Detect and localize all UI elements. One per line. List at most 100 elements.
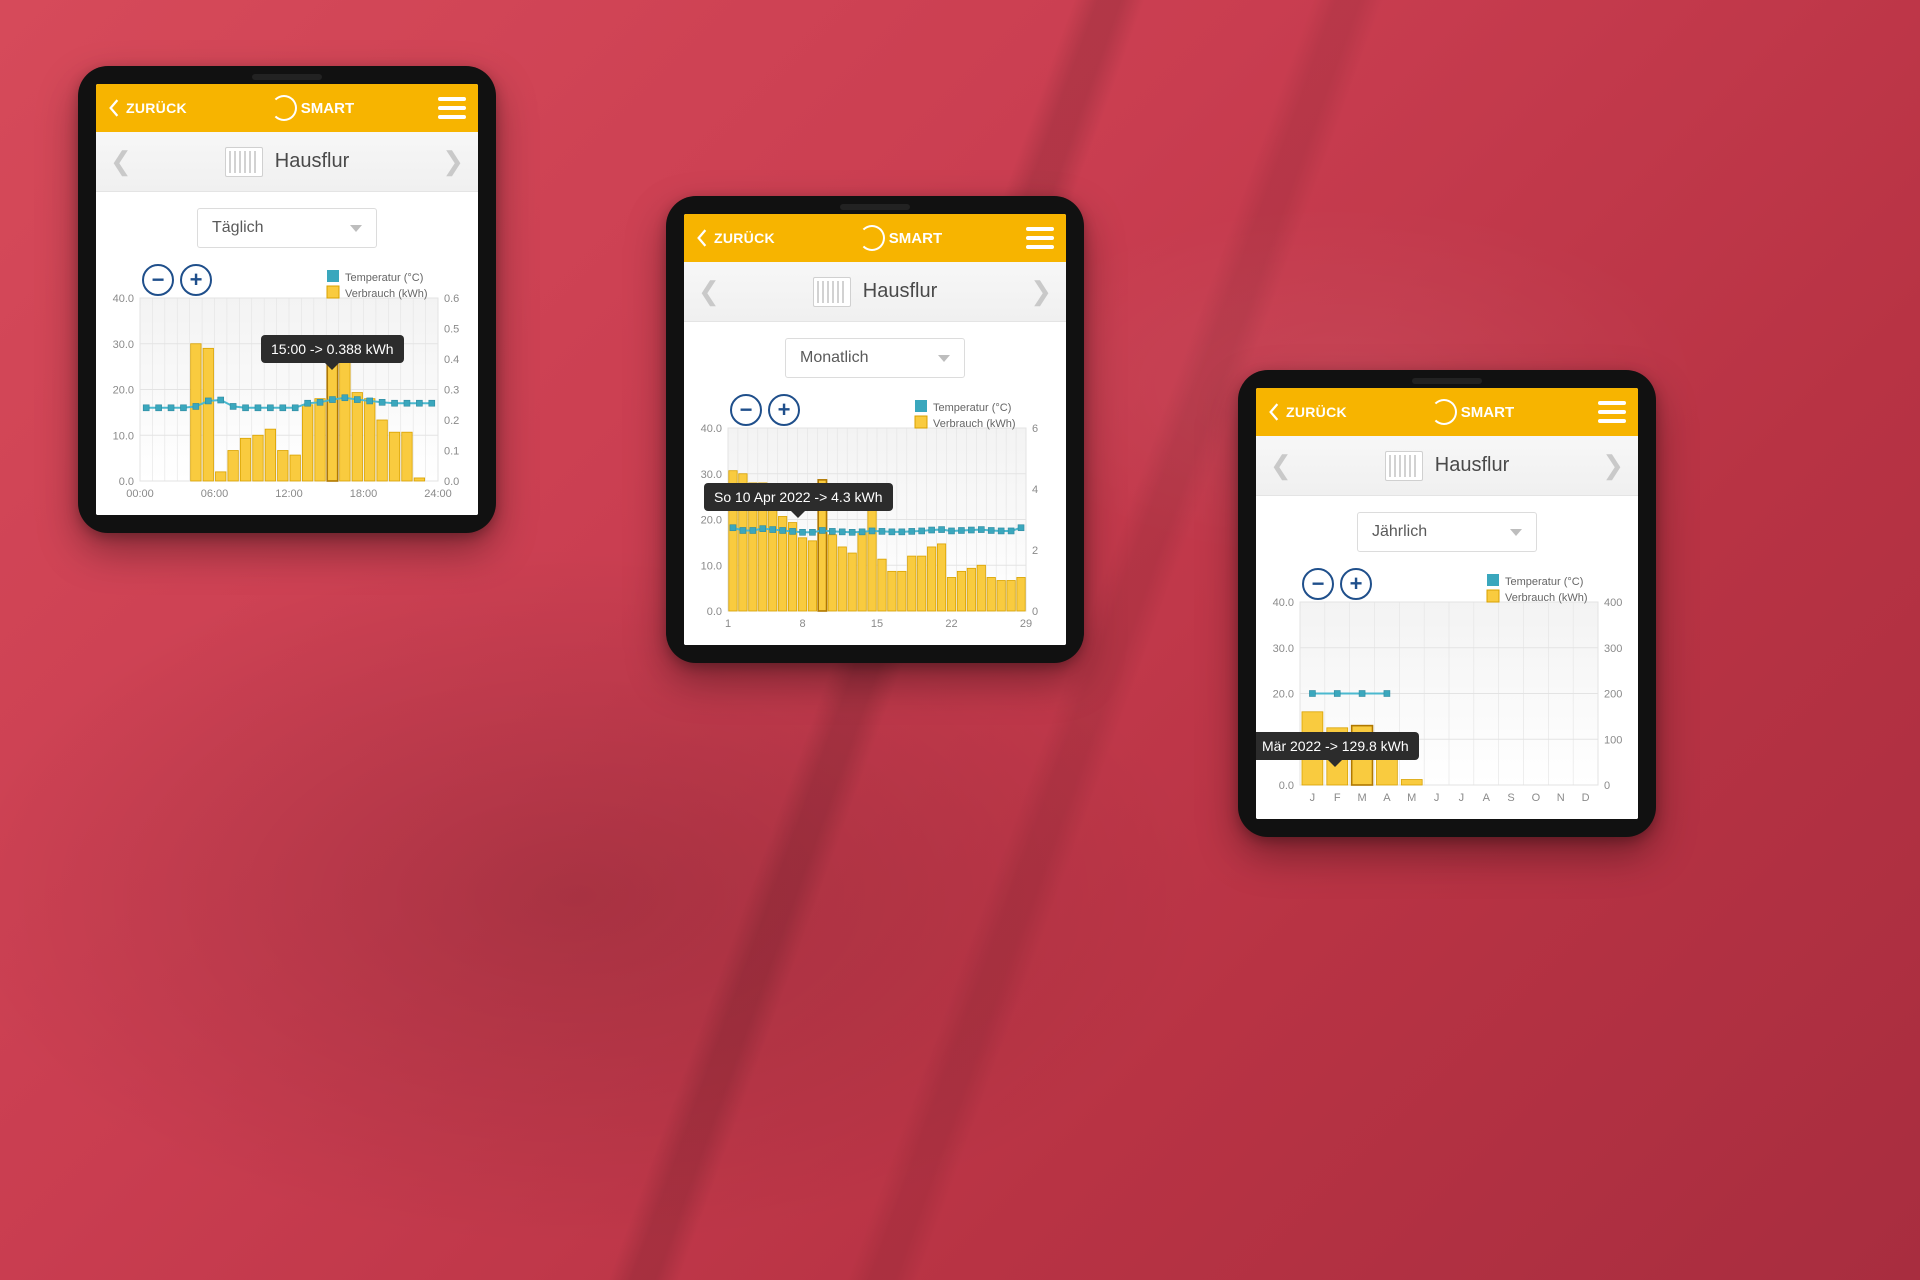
prev-room-button[interactable]: ❮ [698,276,720,307]
svg-text:0.0: 0.0 [707,606,722,618]
svg-text:18:00: 18:00 [350,488,378,500]
topbar: ZURÜCK SMART [684,214,1066,262]
period-dropdown[interactable]: Jährlich [1357,512,1537,552]
period-value: Jährlich [1372,523,1427,541]
screen: ZURÜCK SMART ❮ Hausflur ❯ Täglich [96,84,478,515]
screen: ZURÜCK SMART ❮ Hausflur ❯ Monatlich [684,214,1066,645]
svg-text:20.0: 20.0 [701,515,722,527]
chart-area: − + 0.010.020.030.040.00100200300400JFMA… [1256,562,1638,819]
svg-text:0.1: 0.1 [444,446,459,458]
next-room-button[interactable]: ❯ [1602,450,1624,481]
svg-text:30.0: 30.0 [1273,643,1294,655]
svg-text:4: 4 [1032,484,1038,496]
svg-text:J: J [1434,792,1440,804]
svg-text:A: A [1383,792,1391,804]
tablet-monthly: ZURÜCK SMART ❮ Hausflur ❯ Monatlich [666,196,1084,663]
chevron-down-icon [938,355,950,362]
svg-text:24:00: 24:00 [424,488,452,500]
topbar: ZURÜCK SMART [96,84,478,132]
svg-text:J: J [1459,792,1465,804]
back-button[interactable]: ZURÜCK [108,99,187,117]
svg-text:30.0: 30.0 [701,469,722,481]
svg-text:Verbrauch (kWh): Verbrauch (kWh) [933,418,1016,430]
svg-text:40.0: 40.0 [1273,597,1294,609]
svg-text:D: D [1582,792,1590,804]
svg-text:29: 29 [1020,618,1032,630]
svg-text:S: S [1507,792,1514,804]
svg-text:10.0: 10.0 [113,430,134,442]
hamburger-icon[interactable] [438,97,466,119]
back-label: ZURÜCK [714,230,775,246]
topbar: ZURÜCK SMART [1256,388,1638,436]
svg-text:0.3: 0.3 [444,385,459,397]
svg-text:400: 400 [1604,597,1622,609]
next-room-button[interactable]: ❯ [1030,276,1052,307]
prev-room-button[interactable]: ❮ [1270,450,1292,481]
svg-text:40.0: 40.0 [113,293,134,305]
screen: ZURÜCK SMART ❮ Hausflur ❯ Jährlich [1256,388,1638,819]
svg-text:12:00: 12:00 [275,488,303,500]
hamburger-icon[interactable] [1026,227,1054,249]
zoom-in-button[interactable]: + [180,264,212,296]
svg-text:0.2: 0.2 [444,415,459,427]
svg-text:1: 1 [725,618,731,630]
svg-text:40.0: 40.0 [701,423,722,435]
period-dropdown[interactable]: Monatlich [785,338,965,378]
tablet-yearly: ZURÜCK SMART ❮ Hausflur ❯ Jährlich [1238,370,1656,837]
svg-text:0: 0 [1032,606,1038,618]
svg-text:N: N [1557,792,1565,804]
svg-text:200: 200 [1604,689,1622,701]
period-dropdown[interactable]: Täglich [197,208,377,248]
svg-text:100: 100 [1604,734,1622,746]
zoom-out-button[interactable]: − [1302,568,1334,600]
hamburger-icon[interactable] [1598,401,1626,423]
chevron-down-icon [1510,529,1522,536]
room-name: Hausflur [863,280,937,303]
room-header: ❮ Hausflur ❯ [684,262,1066,322]
room-name: Hausflur [275,150,349,173]
chart-area: − + 0.010.020.030.040.0024618152229Tempe… [684,388,1066,645]
room-name: Hausflur [1435,454,1509,477]
room-header: ❮ Hausflur ❯ [1256,436,1638,496]
period-value: Monatlich [800,349,868,367]
svg-text:0.5: 0.5 [444,324,459,336]
svg-text:20.0: 20.0 [113,385,134,397]
zoom-in-button[interactable]: + [768,394,800,426]
svg-text:0.0: 0.0 [1279,780,1294,792]
svg-text:00:00: 00:00 [126,488,154,500]
radiator-icon [225,147,263,177]
chart-area: − + 0.010.020.030.040.00.00.10.20.30.40.… [96,258,478,515]
next-room-button[interactable]: ❯ [442,146,464,177]
svg-text:Temperatur (°C): Temperatur (°C) [345,272,423,284]
back-button[interactable]: ZURÜCK [1268,403,1347,421]
app-logo: SMART [859,225,942,251]
svg-text:15: 15 [871,618,883,630]
svg-text:30.0: 30.0 [113,339,134,351]
prev-room-button[interactable]: ❮ [110,146,132,177]
zoom-in-button[interactable]: + [1340,568,1372,600]
zoom-out-button[interactable]: − [730,394,762,426]
back-button[interactable]: ZURÜCK [696,229,775,247]
svg-text:0: 0 [1604,780,1610,792]
svg-text:2: 2 [1032,545,1038,557]
svg-text:0.0: 0.0 [444,476,459,488]
radiator-icon [813,277,851,307]
radiator-icon [1385,451,1423,481]
period-value: Täglich [212,219,264,237]
svg-text:300: 300 [1604,643,1622,655]
back-label: ZURÜCK [126,100,187,116]
svg-text:J: J [1310,792,1316,804]
tablet-daily: ZURÜCK SMART ❮ Hausflur ❯ Täglich [78,66,496,533]
svg-text:M: M [1407,792,1416,804]
svg-text:0.6: 0.6 [444,293,459,305]
svg-text:8: 8 [799,618,805,630]
chevron-down-icon [350,225,362,232]
chart-tooltip: Mär 2022 -> 129.8 kWh [1256,732,1419,760]
svg-text:10.0: 10.0 [701,560,722,572]
svg-text:M: M [1357,792,1366,804]
app-logo: SMART [1431,399,1514,425]
svg-text:06:00: 06:00 [201,488,229,500]
zoom-out-button[interactable]: − [142,264,174,296]
svg-text:0.0: 0.0 [119,476,134,488]
chart-tooltip: So 10 Apr 2022 -> 4.3 kWh [704,483,893,511]
